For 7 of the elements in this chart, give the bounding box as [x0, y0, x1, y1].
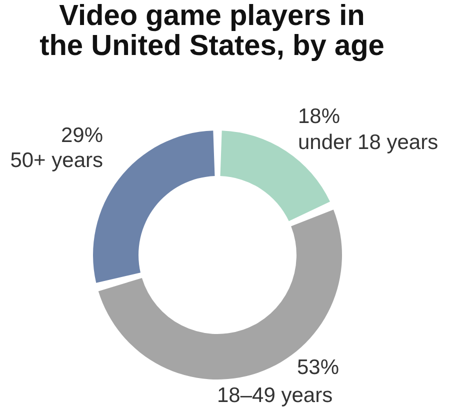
data-label: 18%: [298, 105, 340, 128]
data-label: 53%: [297, 356, 340, 379]
slice-label: 50+ years: [10, 149, 103, 172]
slice-label: 18–49 years: [217, 384, 333, 407]
chart-title: Video game players in the United States, by age: [38, 0, 386, 62]
data-label: 29%: [60, 124, 103, 147]
slice-label: under 18 years: [298, 131, 438, 154]
